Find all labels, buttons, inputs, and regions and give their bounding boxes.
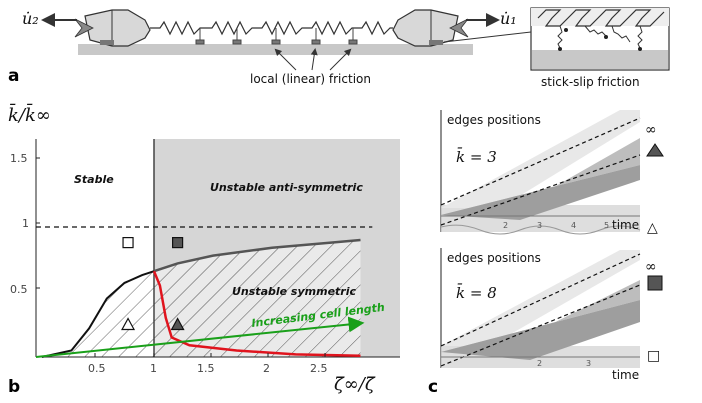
x-tick-label: 2.5 [310, 362, 328, 375]
kymo-bottom-time: time [612, 368, 639, 382]
x-tick-label: 2 [263, 362, 270, 375]
stick-slip-label: stick-slip friction [541, 75, 640, 89]
panel-c-label: c [428, 377, 438, 397]
kymo-bottom-marker: □ [647, 348, 660, 364]
filled-square-marker [172, 237, 184, 249]
kymograph-top: 2 3 4 5 time edges positions k̄ = 3 ∞ △ [440, 110, 664, 236]
left-edge-body [74, 9, 151, 47]
filled-square-marker [647, 275, 663, 291]
y-tick-labels: 0.5 1 1.5 [10, 152, 29, 296]
kymo-bottom-k: k̄ = 8 [456, 284, 497, 302]
y-tick-label: 0.5 [10, 283, 28, 296]
filled-triangle-marker [170, 317, 185, 331]
stability-boundary-curve [41, 270, 155, 358]
x-tick-label: 1.5 [197, 362, 215, 375]
x-tick-label: 1 [150, 362, 157, 375]
kymo-bottom-infinity: ∞ [645, 259, 657, 275]
antisymmetric-boundary-curve [153, 238, 361, 273]
panel-b: k̄/k̄∞ Stable Unstable anti-symmetric Un… [8, 102, 400, 397]
kymo-top-tick: 4 [571, 221, 576, 230]
kymo-top-time: time [612, 218, 639, 232]
kymo-bottom-tick: 2 [537, 359, 542, 368]
increasing-length-arrow [35, 316, 365, 358]
filled-triangle-marker [646, 143, 664, 157]
kymo-top-k: k̄ = 3 [456, 148, 497, 166]
kymo-top-title: edges positions [447, 113, 541, 127]
y-tick-label: 1.5 [10, 152, 28, 165]
kymo-top-infinity: ∞ [645, 122, 657, 138]
kymo-top-tick: 5 [604, 221, 609, 230]
panel-a: u̇₂ u̇₁ local (linear) friction [8, 7, 670, 89]
u1-label: u̇₁ [500, 9, 517, 28]
panel-b-y-label: k̄/k̄∞ [8, 102, 51, 126]
unstable-anti-label: Unstable anti-symmetric [210, 181, 363, 194]
friction-pointers [274, 48, 352, 71]
inset-connector [443, 31, 532, 43]
right-edge-body [392, 9, 469, 47]
y-tick-label: 1 [22, 217, 29, 230]
panel-b-x-label: ζ̄∞/ζ̄ [334, 374, 376, 395]
x-tick-labels: 0.5 1 1.5 2 2.5 [88, 362, 328, 375]
panel-b-label: b [8, 377, 20, 397]
spring-chain [150, 20, 393, 36]
local-friction-label: local (linear) friction [250, 72, 371, 86]
tick-marks [36, 157, 326, 357]
friction-pads [195, 28, 358, 45]
x-tick-label: 0.5 [88, 362, 106, 375]
stick-slip-inset [530, 7, 670, 71]
panel-c: 2 3 4 5 time edges positions k̄ = 3 ∞ △ … [428, 110, 664, 397]
stable-label: Stable [74, 173, 114, 186]
kymo-bottom-tick: 3 [586, 359, 591, 368]
open-square-marker [122, 237, 134, 249]
panel-a-label: a [8, 66, 19, 86]
kymo-top-tick: 2 [503, 221, 508, 230]
kymo-bottom-title: edges positions [447, 251, 541, 265]
kymo-top-marker: △ [647, 220, 658, 236]
unstable-sym-label: Unstable symmetric [232, 285, 356, 298]
open-triangle-marker [121, 317, 136, 331]
kymograph-bottom: 2 3 time edges positions k̄ = 8 ∞ □ [440, 248, 663, 382]
kymo-top-tick: 3 [537, 221, 542, 230]
u2-label: u̇₂ [22, 9, 39, 28]
